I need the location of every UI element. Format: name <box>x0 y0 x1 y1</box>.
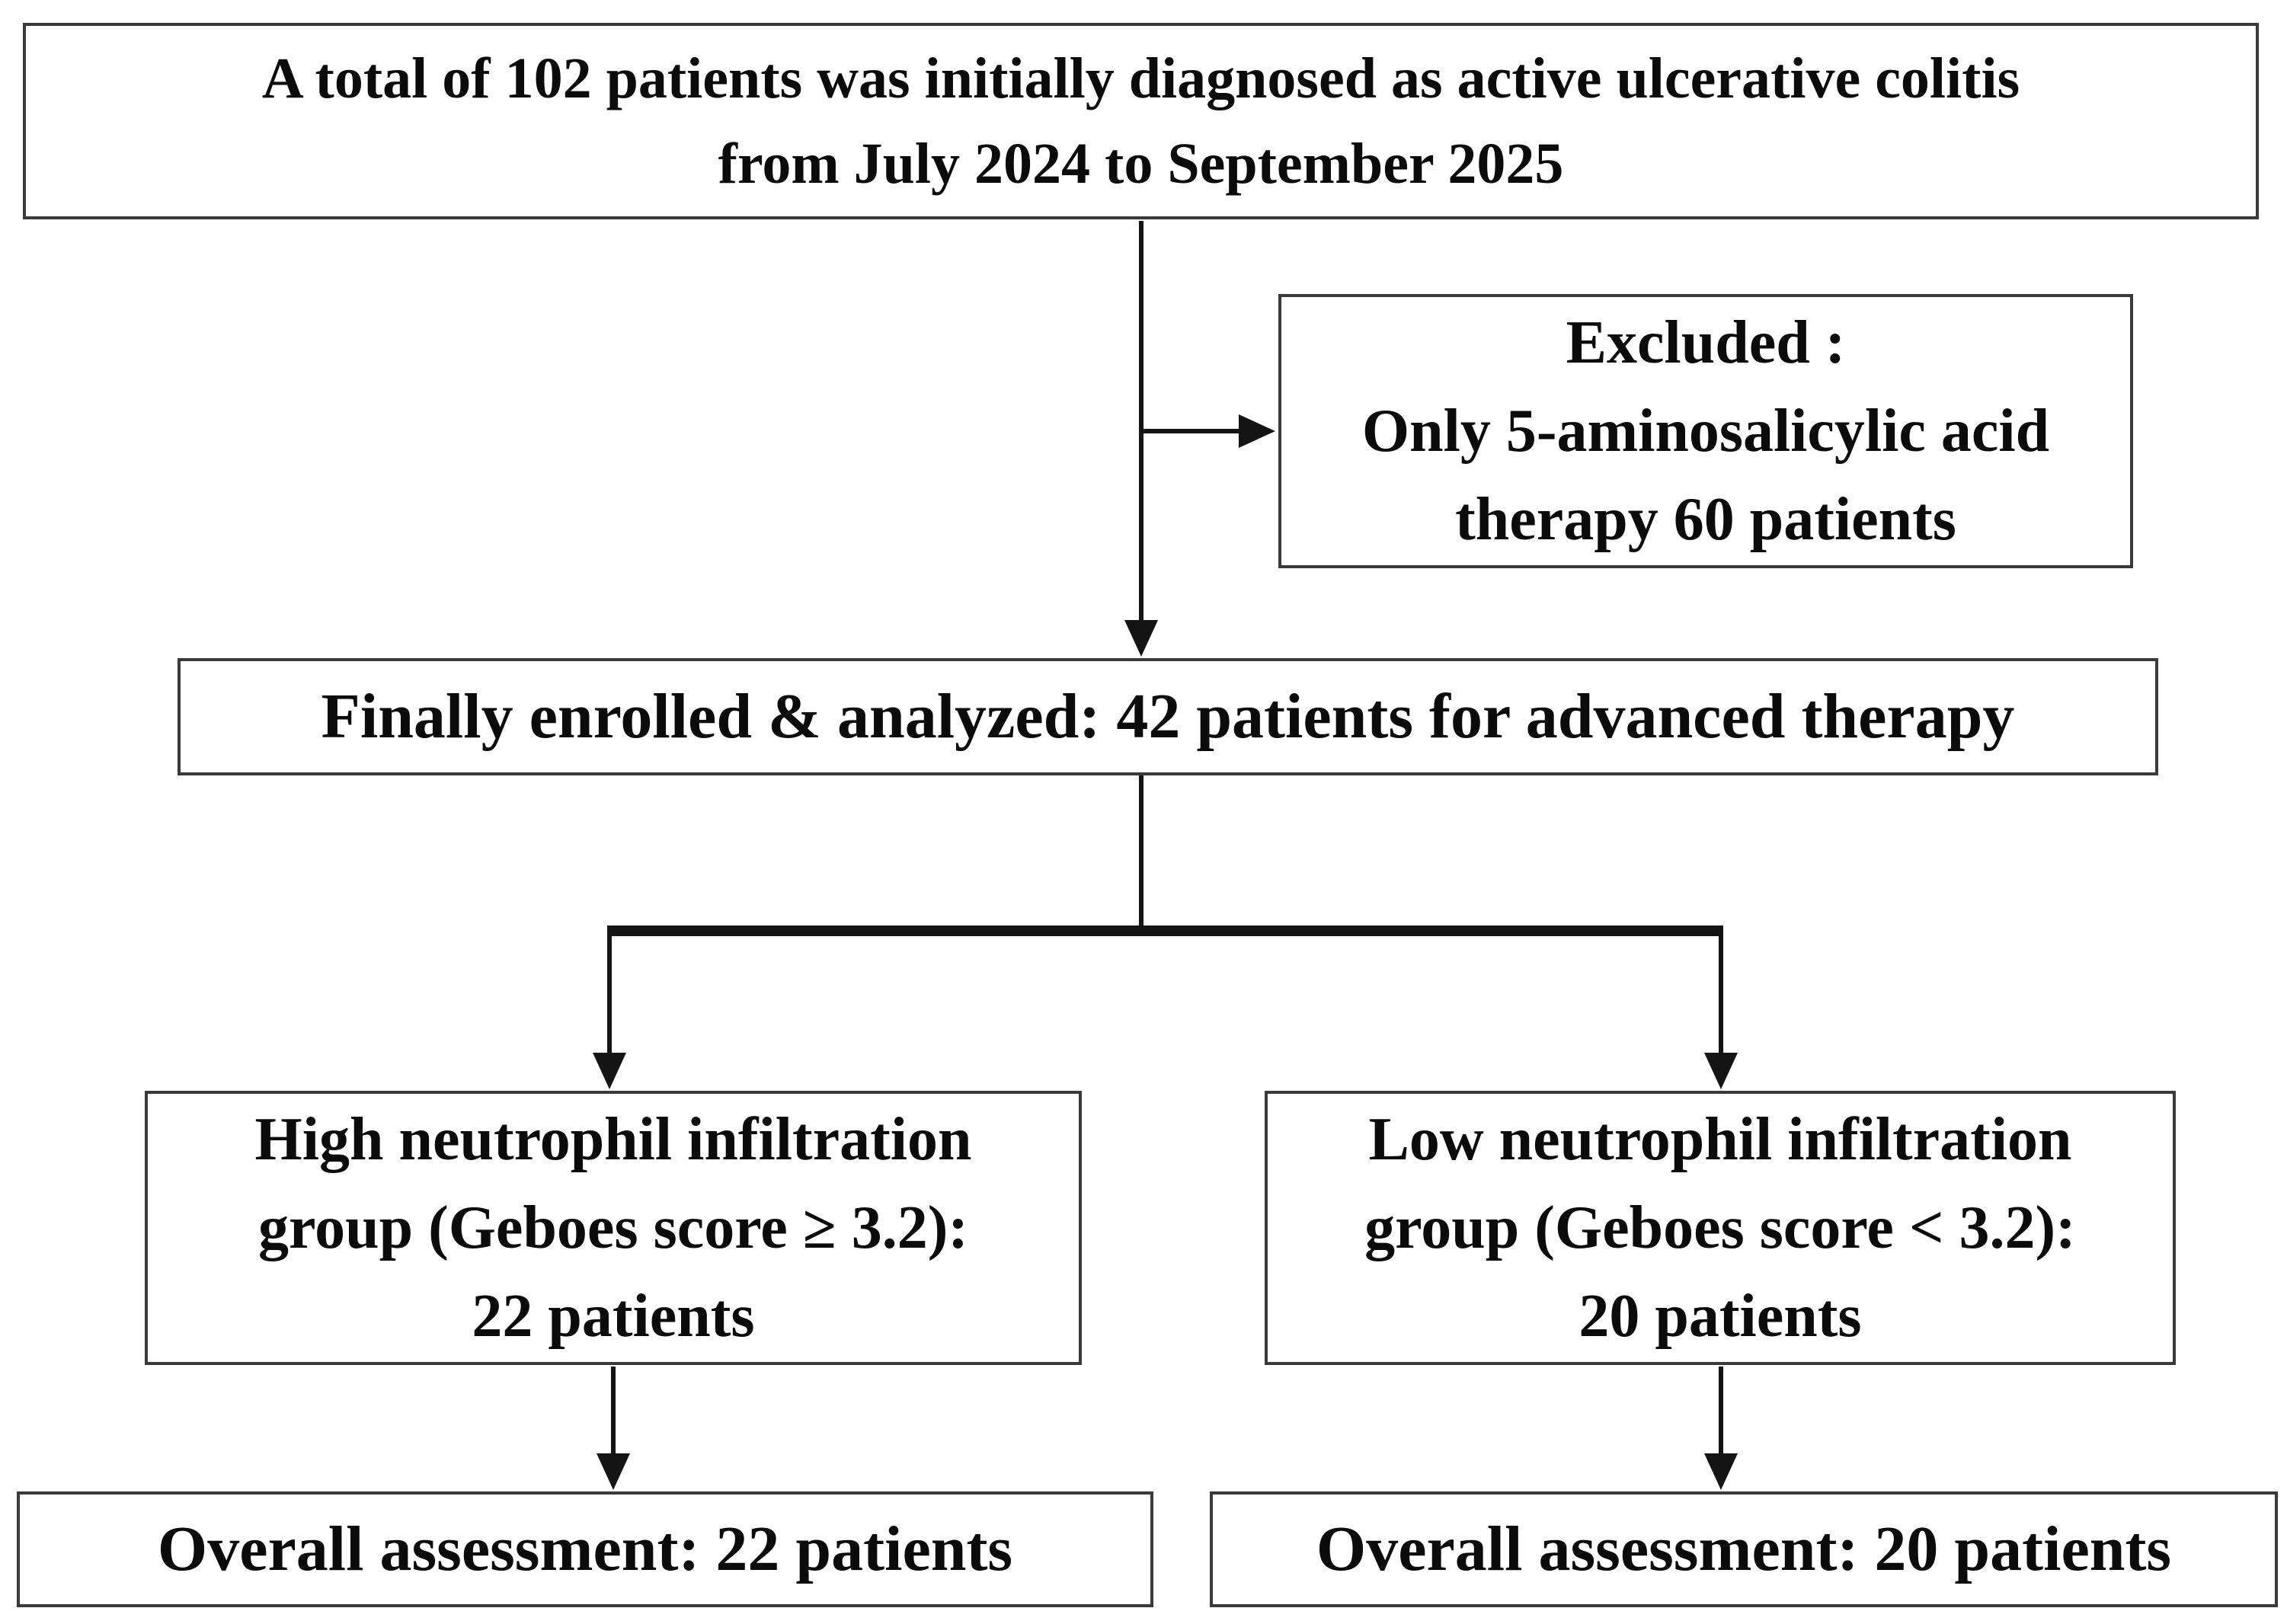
connector-split-right-arrowhead <box>1704 1053 1738 1089</box>
box-overall-assessment-low: Overall assessment: 20 patients <box>1210 1491 2278 1607</box>
connector-initial-to-enrolled-arrowhead <box>1124 620 1158 657</box>
box-overall-assessment-low-line-1: Overall assessment: 20 patients <box>1316 1514 2172 1584</box>
connector-high-to-overall-arrowhead <box>597 1453 630 1490</box>
connector-excluded-arrowhead <box>1239 414 1275 448</box>
box-low-neutrophil-line-1: Low neutrophil infiltration <box>1368 1106 2072 1173</box>
box-excluded: Excluded : Only 5-aminosalicylic acid th… <box>1278 294 2133 568</box>
box-excluded-line-2: Only 5-aminosalicylic acid <box>1361 398 2050 465</box>
box-excluded-line-1: Excluded : <box>1566 309 1846 376</box>
connector-low-to-overall-arrowhead <box>1704 1453 1738 1490</box>
box-high-neutrophil-line-3: 22 patients <box>472 1283 755 1350</box>
box-excluded-line-3: therapy 60 patients <box>1455 486 1956 553</box>
box-low-neutrophil-line-2: group (Geboes score < 3.2): <box>1364 1194 2076 1261</box>
box-enrolled-line-1: Finally enrolled & analyzed: 42 patients… <box>321 681 2015 752</box>
box-low-neutrophil-group: Low neutrophil infiltration group (Geboe… <box>1265 1091 2176 1365</box>
box-initial-diagnosis-line-1: A total of 102 patients was initially di… <box>261 46 2020 110</box>
box-overall-assessment-high: Overall assessment: 22 patients <box>17 1491 1153 1607</box>
box-enrolled: Finally enrolled & analyzed: 42 patients… <box>178 658 2158 775</box>
box-high-neutrophil-line-2: group (Geboes score ≥ 3.2): <box>258 1194 968 1261</box>
box-high-neutrophil-group: High neutrophil infiltration group (Gebo… <box>145 1091 1082 1365</box>
box-overall-assessment-high-line-1: Overall assessment: 22 patients <box>157 1514 1013 1584</box>
box-high-neutrophil-line-1: High neutrophil infiltration <box>254 1106 972 1173</box>
box-initial-diagnosis-line-2: from July 2024 to September 2025 <box>718 132 1564 196</box>
box-low-neutrophil-line-3: 20 patients <box>1579 1283 1862 1350</box>
connector-split-left-arrowhead <box>593 1053 626 1089</box>
box-initial-diagnosis: A total of 102 patients was initially di… <box>23 23 2259 219</box>
